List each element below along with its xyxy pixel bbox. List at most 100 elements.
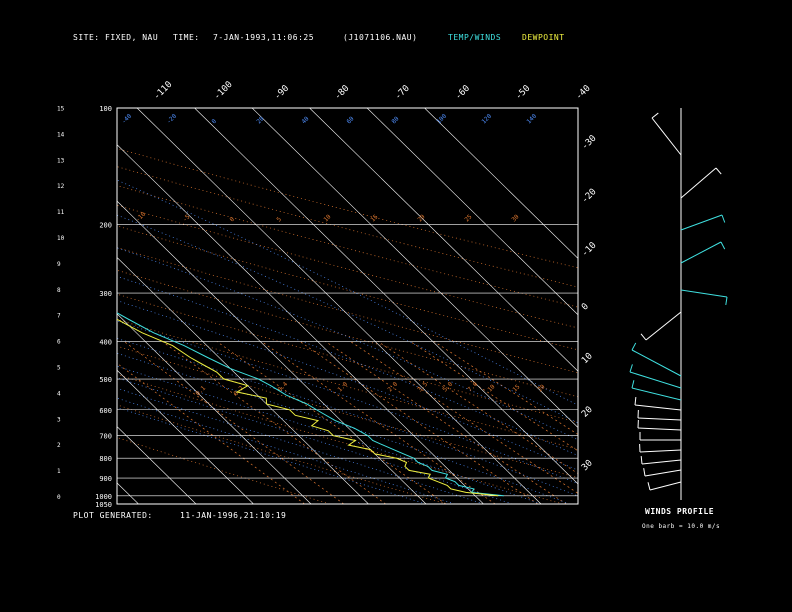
height-tick-label: 15 [57,106,65,113]
site-label: SITE: [73,33,100,42]
isotherms [0,108,578,504]
wind-barb-flag [631,342,637,351]
dry-adiabat-label: -20 [165,113,178,126]
dry-adiabat-line [117,437,330,504]
moist-adiabat-line [117,397,455,504]
height-tick-label: 9 [57,261,61,268]
wind-barb [680,214,723,231]
dry-adiabat-label: 40 [300,115,310,125]
moist-adiabat-label: 30 [510,213,520,223]
moist-adiabat-line [117,320,578,485]
height-tick-label: 11 [57,209,65,216]
pressure-tick-label: 900 [99,475,112,483]
wind-barb-flag [721,214,726,223]
isotherm-line [424,108,578,259]
moist-adiabat-label: 15 [369,213,379,223]
mixing-ratio-label: 0.1 [194,385,207,398]
dry-adiabat-line [117,225,578,351]
wind-barb [680,241,722,264]
sounding-series [117,312,504,497]
wind-barb-flag [715,167,722,175]
moist-adiabat-label: 10 [322,213,332,223]
time-label: TIME: [173,33,200,42]
moist-adiabat-line [117,338,578,497]
right-temp-label: 30 [580,458,595,473]
temperature-line [117,312,504,497]
isotherm-line [117,482,139,504]
pressure-tick-label: 1050 [95,501,112,509]
top-temp-label: -70 [393,84,412,103]
top-temp-label: -80 [333,84,352,103]
dry-adiabat-line [117,269,578,398]
isotherm-line [136,108,542,504]
isotherm-line [366,108,578,316]
dry-adiabat-line [117,204,578,329]
dry-adiabat-label: 0 [210,118,218,126]
mixing-ratio-line [410,341,578,452]
dry-adiabat-label: 140 [525,113,538,126]
moist-adiabat-line [117,407,427,504]
pressure-tick-label: 300 [99,290,112,298]
isotherm-line [117,426,197,504]
wind-barb [644,469,682,477]
mixing-ratio-label: 20 [536,383,546,393]
height-tick-label: 10 [57,235,65,242]
file-value: (J1071106.NAU) [343,33,418,42]
dry-adiabat-line [117,247,578,374]
moist-adiabat-label: 20 [416,213,426,223]
wind-barb-flag [643,468,646,477]
mixing-ratio-line [117,362,305,504]
pressure-tick-label: 1000 [95,493,112,501]
wind-barb [651,117,682,156]
mixing-ratio-line [433,341,578,435]
plot-generated-value: 11-JAN-1996,21:10:19 [180,511,287,520]
mixing-ratio-line [123,341,345,504]
mixing-ratio-label: 7.0 [466,381,479,394]
wind-barb [637,427,682,431]
isotherm-line [117,369,254,504]
plot-frame [116,107,579,505]
mixing-ratio-line [216,341,447,504]
height-tick-label: 8 [57,287,61,294]
isotherm-line [0,108,81,504]
time-value: 7-JAN-1993,11:06:25 [213,33,315,42]
wind-barb-flag [651,112,659,119]
dry-adiabat-label: 60 [345,115,355,125]
isotherm-line [309,108,578,372]
right-temp-label: 20 [580,405,595,420]
right-temp-label: -10 [580,241,599,260]
moist-adiabat-line [117,388,484,504]
height-tick-label: 14 [57,131,65,138]
dry-adiabats [117,148,578,504]
pressure-tick-label: 100 [99,105,112,113]
winds-profile-title: WINDS PROFILE [645,507,715,516]
dry-adiabat-label: 120 [480,113,493,126]
height-tick-label: 3 [57,416,61,423]
right-temp-label: 10 [580,351,595,366]
height-tick-label: 5 [57,365,61,372]
wind-barb [631,349,682,377]
dry-adiabat-line [117,293,578,423]
legend-dewpoint: DEWPOINT [522,33,565,42]
moist-adiabat-line [117,377,513,504]
height-tick-label: 13 [57,157,65,164]
dewpoint-line [117,318,499,497]
dry-adiabat-line [117,319,578,450]
moist-adiabat-label: -10 [134,211,147,224]
height-tick-label: 2 [57,442,61,449]
isotherm-line [194,108,578,485]
height-tick-label: 12 [57,183,65,190]
isotherm-line [117,313,312,504]
wind-barb [631,387,682,401]
height-tick-label: 7 [57,313,61,320]
wind-barb [680,167,717,199]
wind-barb-flag [647,482,651,491]
wind-barb [641,459,682,465]
pressure-tick-label: 400 [99,338,112,346]
isobars [117,107,578,505]
winds-profile-panel [629,108,728,500]
wind-barb [649,481,682,491]
dry-adiabat-line [117,166,578,288]
top-temp-label: -60 [454,84,473,103]
right-temp-label: 0 [580,302,591,313]
